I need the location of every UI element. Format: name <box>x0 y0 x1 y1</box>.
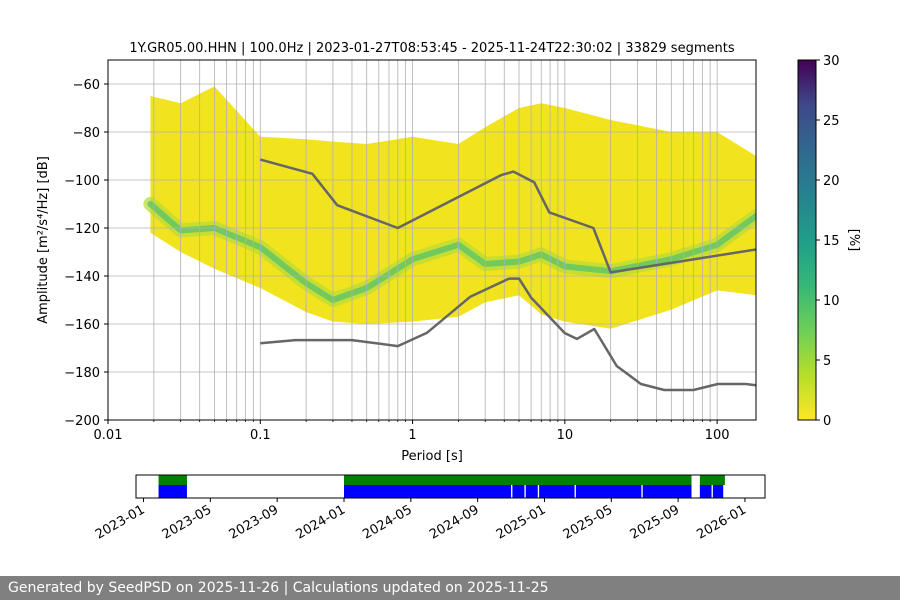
timeline-bars <box>158 475 725 498</box>
colorbar-tick-label: 30 <box>823 54 840 69</box>
data-availability-bar <box>343 475 692 485</box>
psd-coverage-bar <box>575 485 642 498</box>
psd-figure: 1Y.GR05.00.HHN | 100.0Hz | 2023-01-27T08… <box>36 41 861 543</box>
timeline-axis: 2023-01 2023-05 2023-09 2024-01 2024-05 2024-… <box>93 498 749 543</box>
x-tick-label: 1 <box>408 428 416 443</box>
colorbar-tick-label: 15 <box>823 234 840 249</box>
psd-coverage-bar <box>343 485 512 498</box>
psd-coverage-bar <box>512 485 525 498</box>
colorbar-tick-label: 0 <box>823 414 831 429</box>
y-tick-label: −60 <box>73 78 100 93</box>
y-axis: −60 −80 −100 −120 −140 −160 −180 −200 <box>64 78 108 429</box>
colorbar-tick-label: 25 <box>823 114 840 129</box>
colorbar-ticks: 0 5 10 15 20 25 30 <box>816 54 840 429</box>
line-nlnm <box>260 277 756 392</box>
psd-coverage-bar <box>525 485 538 498</box>
y-tick-label: −100 <box>64 174 100 189</box>
timeline-tick-label: 2025-05 <box>561 502 616 542</box>
timeline-tick-label: 2023-09 <box>227 502 282 542</box>
plot-area <box>108 60 756 420</box>
y-tick-label: −140 <box>64 270 100 285</box>
y-tick-label: −180 <box>64 366 100 381</box>
data-availability-bar <box>158 475 187 485</box>
timeline-tick-label: 2024-05 <box>360 502 415 542</box>
colorbar-tick-label: 10 <box>823 294 840 309</box>
psd-density-band <box>150 86 756 329</box>
chart-title: 1Y.GR05.00.HHN | 100.0Hz | 2023-01-27T08… <box>129 41 734 56</box>
plot-frame <box>107 59 757 421</box>
psd-coverage-bar <box>712 485 724 498</box>
colorbar-tick-label: 5 <box>823 354 831 369</box>
y-tick-label: −80 <box>73 126 100 141</box>
psd-coverage-bar <box>158 485 187 498</box>
timeline-tick-label: 2025-09 <box>628 502 683 542</box>
x-axis-label: Period [s] <box>401 449 463 464</box>
data-availability-bar <box>699 475 725 485</box>
psd-coverage-bar <box>642 485 692 498</box>
timeline-tick-label: 2023-05 <box>160 502 215 542</box>
x-axis: 0.01 0.1 1 10 100 <box>94 420 730 443</box>
colorbar <box>797 59 817 421</box>
y-tick-label: −160 <box>64 318 100 333</box>
colorbar-label: [%] <box>846 229 861 252</box>
x-tick-label: 10 <box>557 428 574 443</box>
timeline-frame <box>135 474 766 499</box>
grid-lines <box>108 60 756 420</box>
line-nhnm <box>259 158 756 274</box>
footer-text: Generated by SeedPSD on 2025-11-26 | Cal… <box>0 576 900 600</box>
psd-coverage-bar <box>699 485 712 498</box>
timeline-tick-label: 2024-01 <box>293 502 348 542</box>
x-tick-label: 0.01 <box>94 428 123 443</box>
colorbar-tick-label: 20 <box>823 174 840 189</box>
y-tick-label: −120 <box>64 222 100 237</box>
y-tick-label: −200 <box>64 414 100 429</box>
y-axis-label: Amplitude [m²/s⁴/Hz] [dB] <box>36 156 51 324</box>
timeline-tick-label: 2024-09 <box>427 502 482 542</box>
x-tick-label: 100 <box>705 428 730 443</box>
psd-coverage-bar <box>539 485 575 498</box>
timeline-tick-label: 2025-01 <box>494 502 549 542</box>
timeline-tick-label: 2023-01 <box>93 502 148 542</box>
timeline-tick-label: 2026-01 <box>694 502 749 542</box>
x-tick-label: 0.1 <box>250 428 271 443</box>
noise-model-lines <box>259 158 756 392</box>
